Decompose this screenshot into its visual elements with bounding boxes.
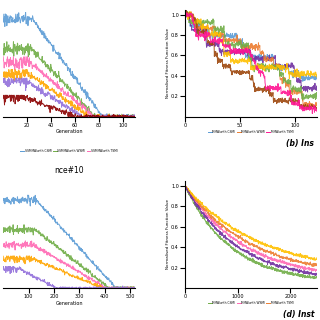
Legend: SSMMA(with CSM), SSMMA(with WSM), SSMMA(with TSM): SSMMA(with CSM), SSMMA(with WSM), SSMMA(…	[19, 148, 119, 155]
Text: nce#10: nce#10	[54, 166, 84, 175]
X-axis label: Generation: Generation	[55, 129, 83, 134]
X-axis label: Generation: Generation	[55, 300, 83, 306]
Legend: MMA(with CSM), MMA(with WSM), MMA(with TSM): MMA(with CSM), MMA(with WSM), MMA(with T…	[207, 129, 295, 135]
Legend: MMA(with CSM), MMA(with WSM), MMA(with TSM): MMA(with CSM), MMA(with WSM), MMA(with T…	[207, 300, 295, 307]
Y-axis label: Normalised Fitness Function Value: Normalised Fitness Function Value	[166, 199, 170, 269]
Legend: SSMMA(with CSM), SSMMA(with WSM), SSMMA(with TSM): SSMMA(with CSM), SSMMA(with WSM), SSMMA(…	[19, 319, 119, 320]
Text: (d) Inst: (d) Inst	[283, 310, 314, 319]
Y-axis label: Normalised Fitness Function Value: Normalised Fitness Function Value	[166, 28, 170, 98]
Text: (b) Ins: (b) Ins	[286, 139, 314, 148]
